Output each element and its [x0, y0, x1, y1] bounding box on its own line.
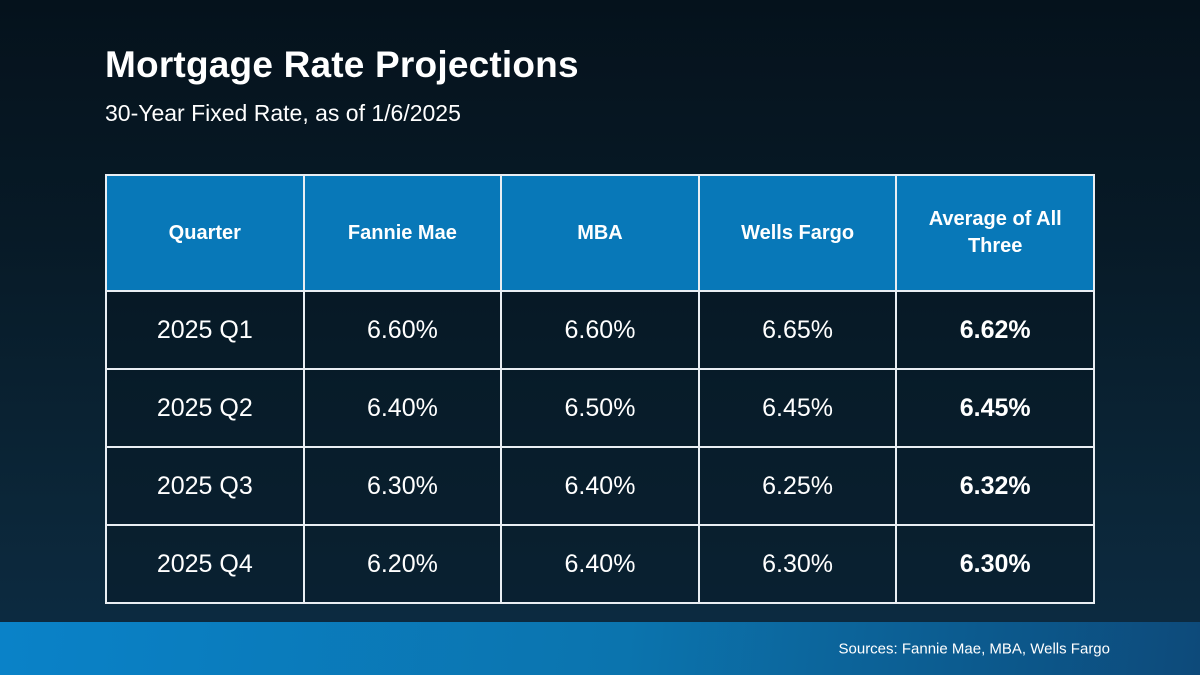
- cell-wells-fargo: 6.65%: [697, 290, 898, 370]
- cell-mba: 6.40%: [500, 446, 700, 526]
- cell-fannie-mae: 6.60%: [302, 290, 503, 370]
- cell-quarter: 2025 Q1: [105, 290, 305, 370]
- cell-fannie-mae: 6.20%: [302, 524, 503, 604]
- page-subtitle: 30-Year Fixed Rate, as of 1/6/2025: [105, 100, 461, 126]
- cell-fannie-mae: 6.40%: [302, 368, 503, 448]
- cell-mba: 6.40%: [500, 524, 700, 604]
- table-row: 2025 Q3 6.30% 6.40% 6.25% 6.32%: [105, 446, 1095, 526]
- col-header-fannie-mae: Fannie Mae: [302, 174, 503, 292]
- cell-fannie-mae: 6.30%: [302, 446, 503, 526]
- page-title: Mortgage Rate Projections: [105, 44, 579, 85]
- table-header-row: Quarter Fannie Mae MBA Wells Fargo Avera…: [105, 174, 1095, 292]
- col-header-quarter: Quarter: [105, 174, 305, 292]
- table-row: 2025 Q2 6.40% 6.50% 6.45% 6.45%: [105, 368, 1095, 448]
- cell-wells-fargo: 6.30%: [697, 524, 898, 604]
- cell-average: 6.45%: [895, 368, 1095, 448]
- cell-average: 6.30%: [895, 524, 1095, 604]
- cell-average: 6.62%: [895, 290, 1095, 370]
- cell-quarter: 2025 Q2: [105, 368, 305, 448]
- cell-quarter: 2025 Q3: [105, 446, 305, 526]
- footer-bar: Sources: Fannie Mae, MBA, Wells Fargo: [0, 622, 1200, 675]
- col-header-wells-fargo: Wells Fargo: [697, 174, 898, 292]
- sources-text: Sources: Fannie Mae, MBA, Wells Fargo: [838, 640, 1111, 657]
- cell-wells-fargo: 6.45%: [697, 368, 898, 448]
- cell-mba: 6.50%: [500, 368, 700, 448]
- col-header-average: Average of All Three: [895, 174, 1095, 292]
- cell-mba: 6.60%: [500, 290, 700, 370]
- cell-wells-fargo: 6.25%: [697, 446, 898, 526]
- col-header-mba: MBA: [500, 174, 700, 292]
- table-row: 2025 Q4 6.20% 6.40% 6.30% 6.30%: [105, 524, 1095, 604]
- cell-quarter: 2025 Q4: [105, 524, 305, 604]
- cell-average: 6.32%: [895, 446, 1095, 526]
- projections-table: Quarter Fannie Mae MBA Wells Fargo Avera…: [105, 174, 1095, 604]
- table-row: 2025 Q1 6.60% 6.60% 6.65% 6.62%: [105, 290, 1095, 370]
